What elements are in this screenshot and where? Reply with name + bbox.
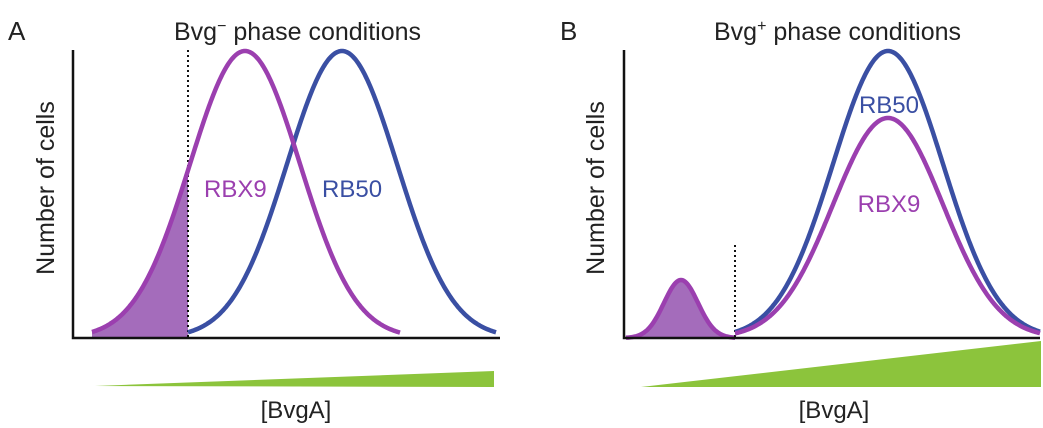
panel-a-rb50-curve bbox=[187, 48, 497, 335]
panel-b-axes bbox=[622, 50, 1040, 340]
panel-b-rbx9-small-peak bbox=[625, 277, 735, 340]
panel-b-x-axis-label: [BvgA] bbox=[799, 397, 870, 424]
panel-b-shaded-subpopulation bbox=[626, 280, 735, 338]
panel-a-y-axis-label: Number of cells bbox=[32, 101, 60, 275]
panel-a-bvga-gradient-wedge bbox=[95, 371, 494, 387]
panel-a-x-axis-label: [BvgA] bbox=[261, 397, 332, 424]
panel-b-title: Bvg+ phase conditions bbox=[714, 18, 961, 46]
panel-a-title: Bvg− phase conditions bbox=[174, 18, 421, 46]
panel-b-letter: B bbox=[560, 16, 577, 46]
panel-b-bvga-gradient-wedge bbox=[641, 341, 1041, 387]
panel-a-rbx9-curve bbox=[91, 48, 401, 335]
panel-a: A Bvg− phase conditions Number of cells … bbox=[8, 16, 500, 424]
panel-a-axes bbox=[71, 50, 500, 340]
panel-b-rb50-label: RB50 bbox=[859, 92, 919, 119]
panel-a-shaded-region bbox=[92, 170, 188, 338]
panel-b-y-axis-label: Number of cells bbox=[582, 101, 610, 275]
panel-b-rbx9-curve bbox=[734, 115, 1041, 336]
panel-a-rb50-label: RB50 bbox=[322, 176, 382, 203]
panel-b-rbx9-label: RBX9 bbox=[858, 191, 921, 218]
panel-a-rbx9-label: RBX9 bbox=[204, 176, 267, 203]
panel-b-rb50-curve bbox=[734, 48, 1041, 335]
panel-a-letter: A bbox=[8, 16, 26, 46]
panel-b: B Bvg+ phase conditions Number of cells … bbox=[560, 16, 1041, 424]
